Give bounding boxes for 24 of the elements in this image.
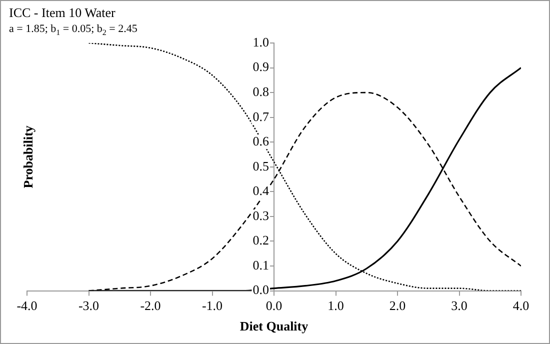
y-tick-label: 0.9 [252,59,269,74]
y-tick-label: 1.0 [252,34,269,50]
x-tick-label: -4.0 [16,298,38,314]
x-tick-label: 2.0 [389,298,406,314]
x-tick-label: -3.0 [78,298,100,314]
y-axis-title: Probability [20,125,36,188]
x-axis-title: Diet Quality [240,318,309,334]
y-tick-label: 0.6 [252,134,270,149]
y-tick-label: 0.1 [252,257,269,272]
y-tick-label: 0.8 [252,84,269,99]
chart-subtitle: a = 1.85; b$_{1}$ = 0.05; b$_{2}$ = 2.45 [9,23,138,38]
x-tick-label: -2.0 [140,298,161,314]
y-tick-label: 0.3 [252,208,269,223]
y-tick-label: 0.7 [252,108,270,124]
chart-title: ICC - Item 10 Water [9,5,116,21]
y-tick-label: 0.2 [252,232,269,248]
x-tick-label: 3.0 [451,298,468,314]
x-tick-label: -1.0 [202,298,223,314]
y-tick-label: 0.0 [252,282,269,298]
x-tick-label: 0.0 [266,298,282,314]
y-tick-label: 0.4 [252,183,270,198]
x-tick-label: 1.0 [328,298,344,314]
x-tick-label: 4.0 [512,298,530,314]
y-tick-label: 0.5 [252,158,269,174]
